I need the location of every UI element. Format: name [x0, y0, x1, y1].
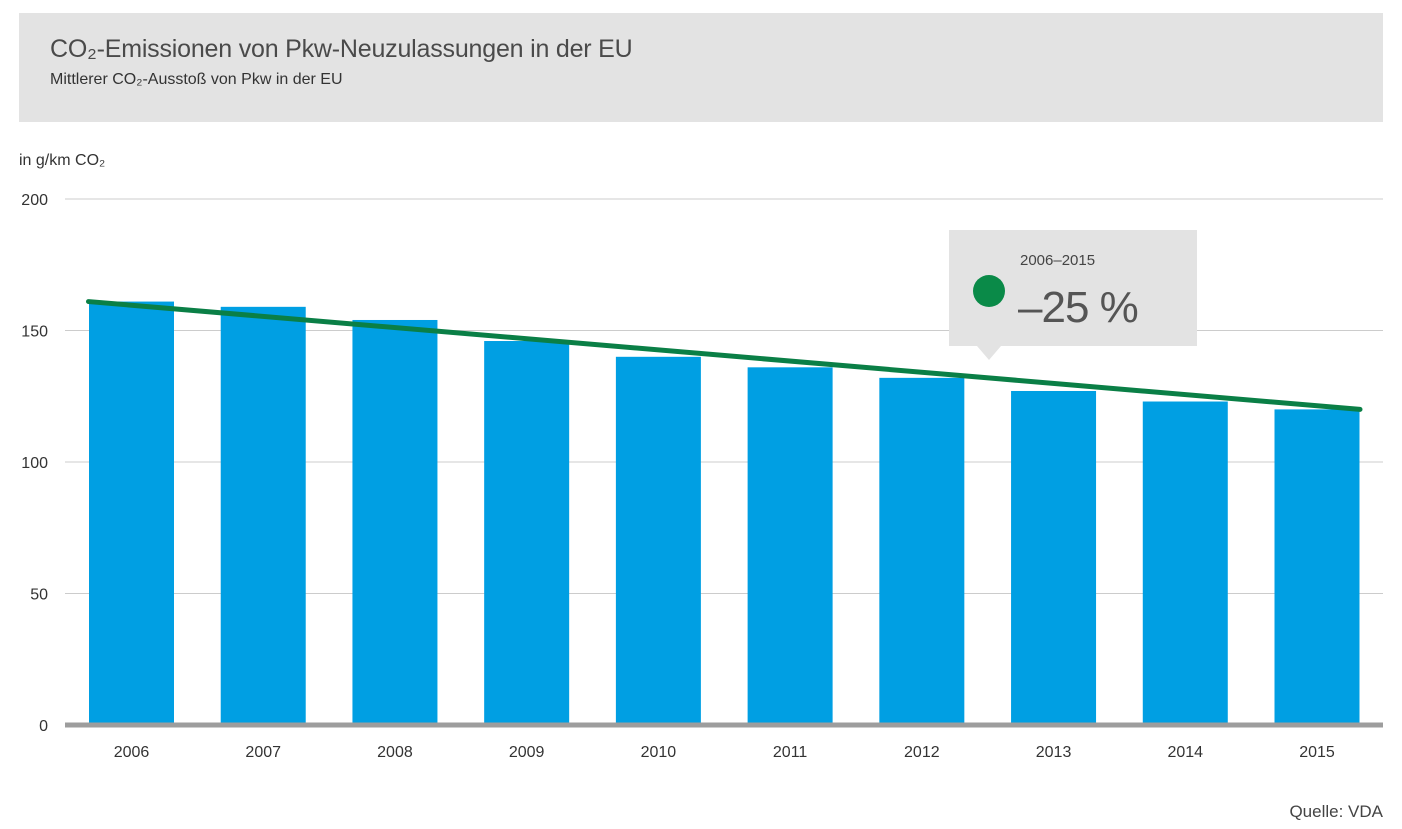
y-tick-label: 50 — [30, 587, 48, 604]
bar-2009 — [484, 341, 570, 725]
source-label: Quelle: VDA — [1289, 802, 1383, 821]
x-tick-label: 2012 — [904, 744, 940, 761]
chart-subtitle: Mittlerer CO₂-Ausstoß von Pkw in der EU — [50, 71, 343, 88]
x-tick-label: 2010 — [641, 744, 677, 761]
annotation-marker-icon — [973, 275, 1005, 307]
bar-2015 — [1274, 409, 1360, 725]
trend-line — [86, 299, 1363, 412]
bar-2013 — [1011, 390, 1097, 725]
change-annotation: 2006–2015 –25 % — [949, 230, 1197, 360]
y-tick-label: 0 — [39, 718, 48, 735]
x-tick-label: 2015 — [1299, 744, 1335, 761]
x-tick-label: 2009 — [509, 744, 545, 761]
y-axis-unit-label: in g/km CO₂ — [19, 152, 106, 169]
x-tick-label: 2008 — [377, 744, 413, 761]
bar-2014 — [1142, 401, 1228, 725]
y-tick-label: 150 — [21, 324, 48, 341]
x-tick-label: 2006 — [114, 744, 150, 761]
y-axis-ticks: 0 50 100 150 200 — [21, 192, 48, 735]
y-tick-label: 200 — [21, 192, 48, 209]
bar-2006 — [89, 301, 174, 725]
x-axis-ticks: 2006 2007 2008 2009 2010 2011 2012 2013 2014 2015 — [114, 744, 1335, 761]
x-tick-label: 2014 — [1167, 744, 1203, 761]
annotation-period: 2006–2015 — [1020, 252, 1095, 269]
bar-2011 — [747, 367, 833, 725]
chart-header: CO₂-Emissionen von Pkw-Neuzulassungen in… — [19, 13, 1383, 122]
bar-2012 — [879, 377, 965, 725]
chart-title: CO₂-Emissionen von Pkw-Neuzulassungen in… — [50, 35, 633, 63]
bar-2008 — [352, 319, 438, 725]
bar-2010 — [615, 356, 701, 725]
x-tick-label: 2007 — [245, 744, 281, 761]
annotation-box — [949, 230, 1197, 360]
y-tick-label: 100 — [21, 455, 48, 472]
bar-2007 — [220, 306, 306, 725]
x-tick-label: 2011 — [773, 744, 808, 761]
annotation-value: –25 % — [1018, 283, 1138, 332]
bar-series — [89, 301, 1360, 725]
x-tick-label: 2013 — [1036, 744, 1072, 761]
